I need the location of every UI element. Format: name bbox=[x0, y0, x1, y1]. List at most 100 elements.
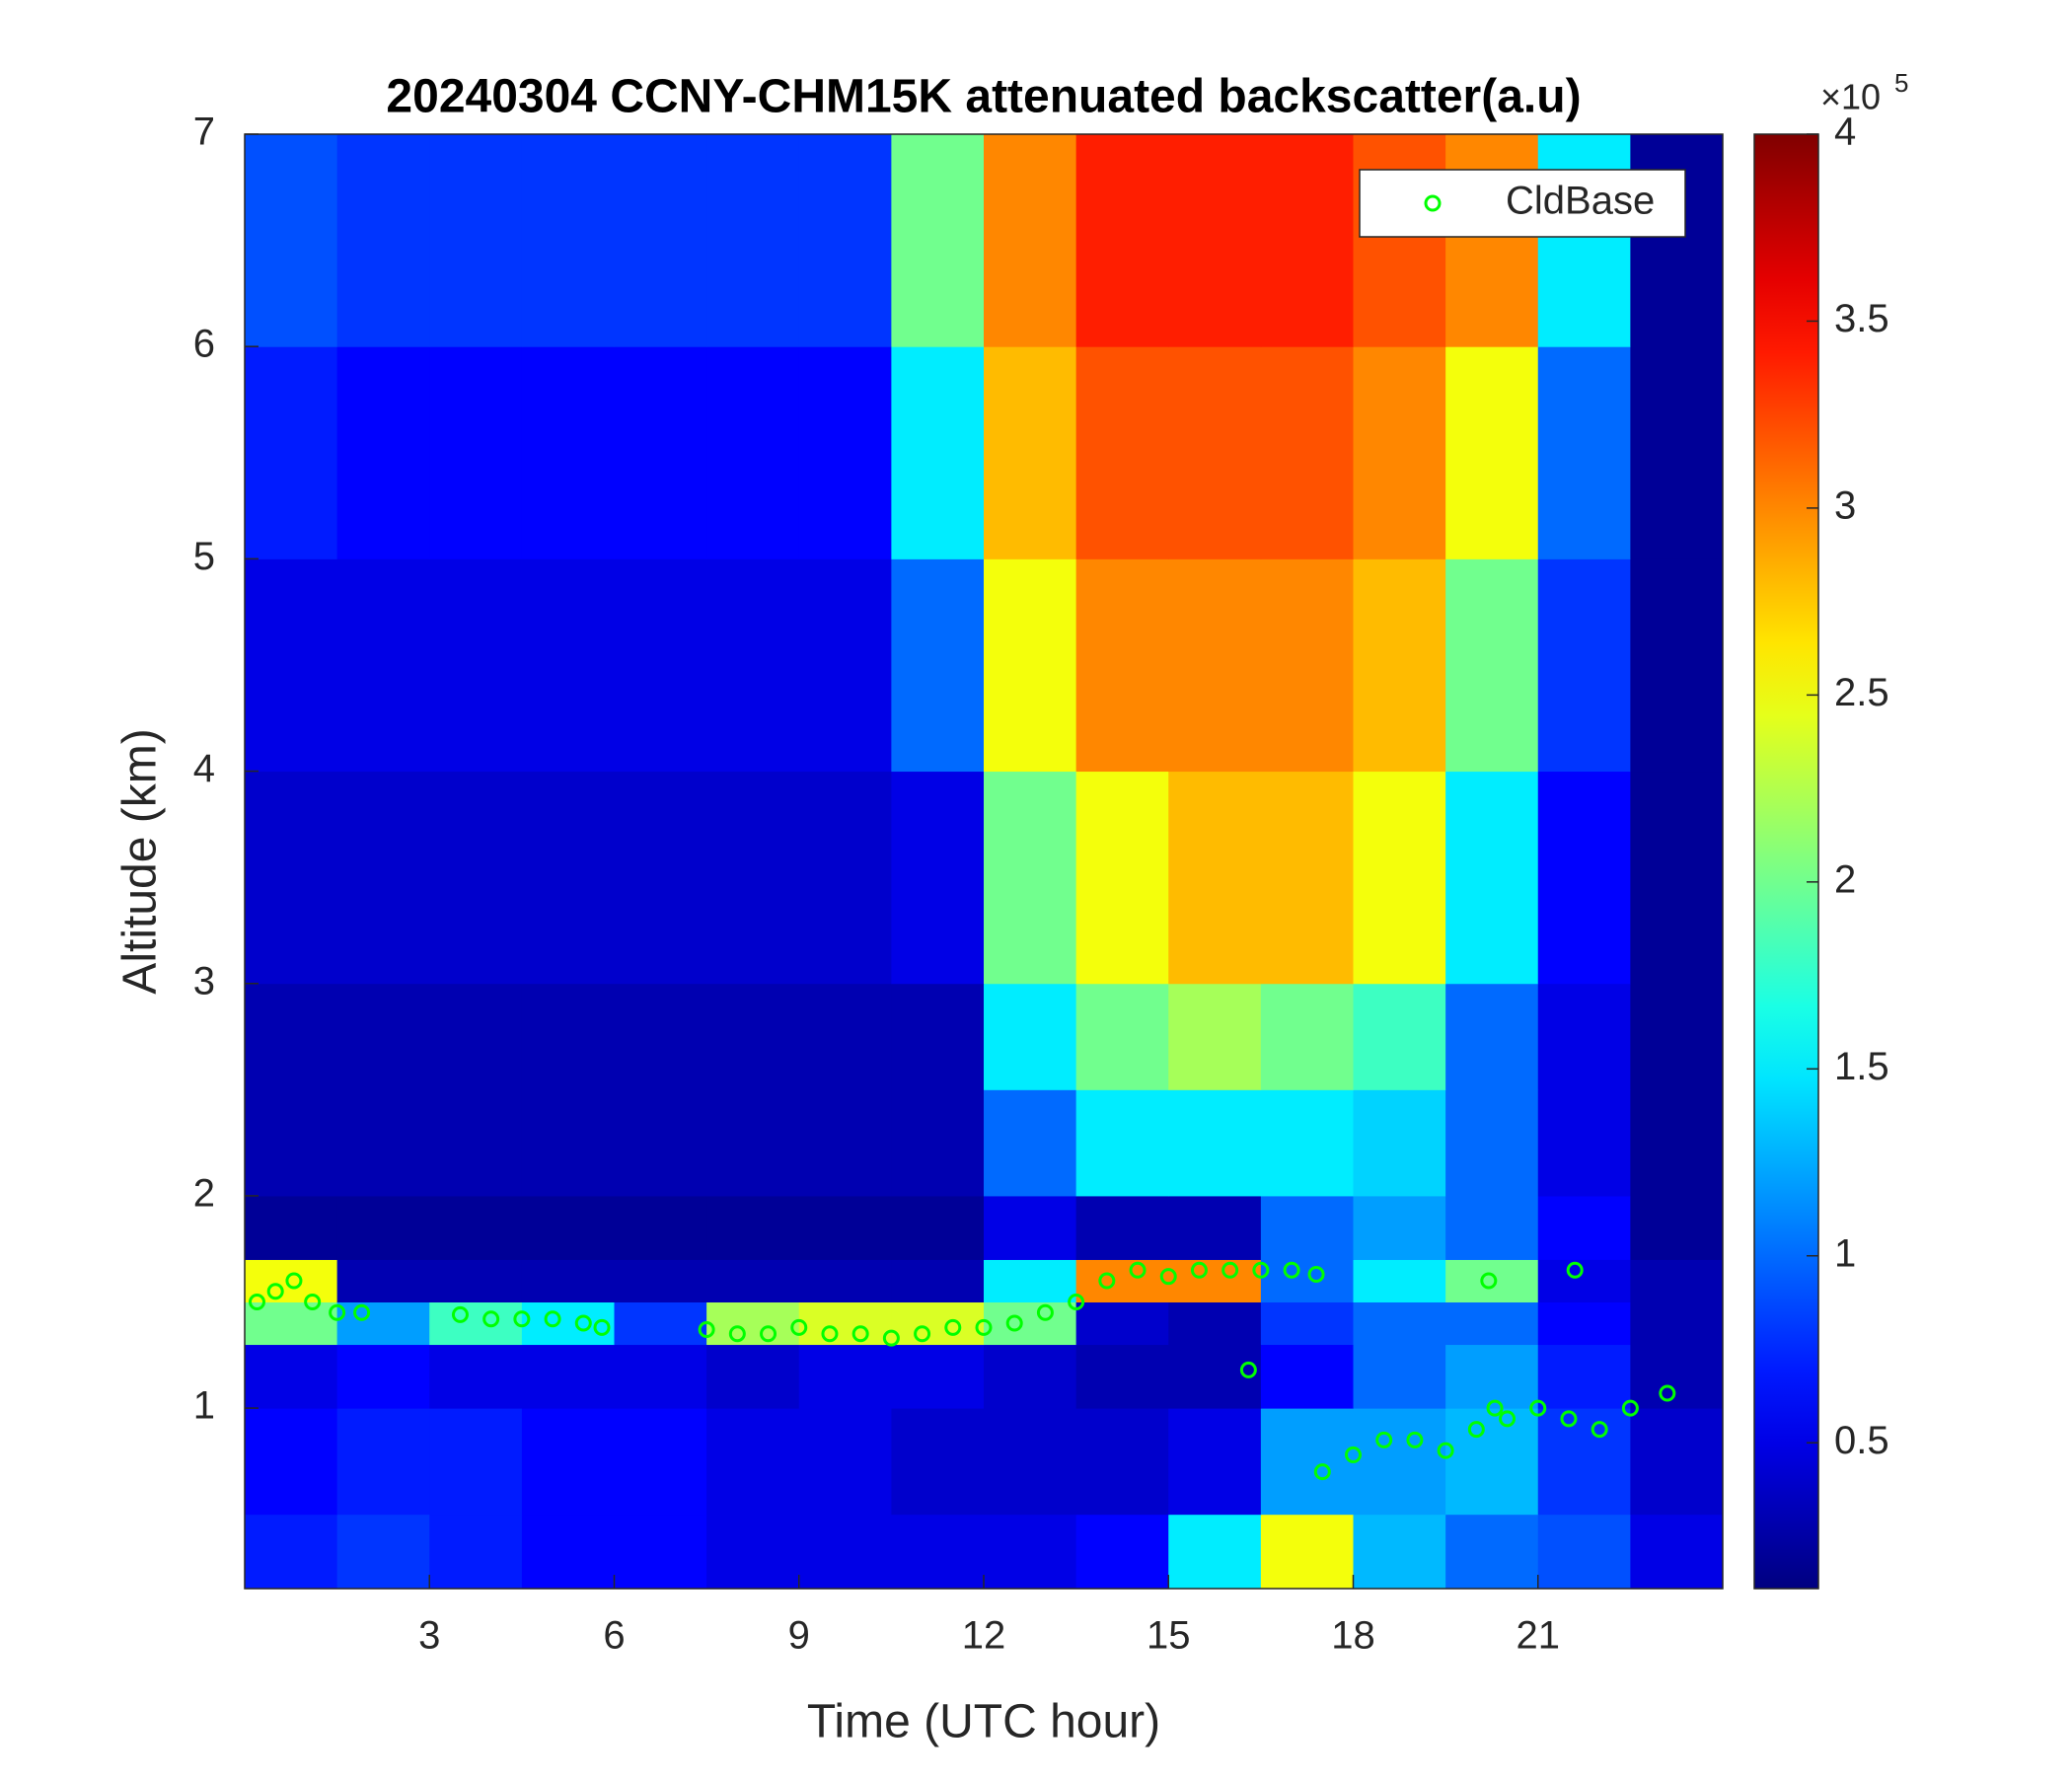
heatmap-cell bbox=[1445, 1408, 1539, 1516]
heatmap-cell bbox=[1445, 771, 1539, 985]
y-tick-label: 1 bbox=[193, 1384, 215, 1428]
heatmap-cell bbox=[984, 1301, 1077, 1346]
heatmap-cell bbox=[984, 983, 1077, 1090]
heatmap-cell bbox=[706, 346, 800, 559]
cloud-base-marker bbox=[975, 1318, 993, 1336]
heatmap-cell bbox=[706, 1259, 800, 1303]
legend-label: CldBase bbox=[1506, 180, 1655, 223]
heatmap-cell bbox=[336, 1089, 430, 1197]
cloud-base-marker bbox=[1560, 1410, 1578, 1428]
heatmap-cell bbox=[245, 983, 338, 1090]
heatmap-cell bbox=[706, 134, 800, 347]
heatmap-cell bbox=[1445, 134, 1539, 347]
cloud-base-marker bbox=[248, 1294, 265, 1311]
cloud-base-marker bbox=[329, 1303, 346, 1321]
heatmap-cell bbox=[1353, 1195, 1446, 1260]
heatmap-cell bbox=[706, 1195, 800, 1260]
heatmap-cell bbox=[429, 983, 523, 1090]
heatmap-cell bbox=[891, 558, 985, 773]
heatmap-cell bbox=[336, 1514, 430, 1590]
x-tick-label: 12 bbox=[962, 1614, 1006, 1658]
cloud-base-marker bbox=[1098, 1272, 1116, 1290]
heatmap-cell bbox=[891, 1408, 985, 1516]
heatmap-cell bbox=[336, 1301, 430, 1346]
heatmap-cell bbox=[336, 1408, 430, 1516]
cloud-base-marker bbox=[544, 1310, 561, 1328]
colorbar-tick-label: 3 bbox=[1834, 483, 1856, 527]
heatmap-cell bbox=[336, 346, 430, 559]
y-axis-label: Altitude (km) bbox=[114, 728, 167, 994]
heatmap-cell bbox=[614, 771, 707, 985]
cloud-base-marker bbox=[1486, 1399, 1504, 1417]
heatmap-cell bbox=[1075, 1408, 1169, 1516]
heatmap-cell bbox=[1537, 346, 1631, 559]
cloud-base-marker bbox=[1307, 1266, 1325, 1284]
heatmap-cell bbox=[1168, 1089, 1262, 1197]
heatmap-cell bbox=[245, 134, 338, 347]
heatmap-cell bbox=[1445, 1089, 1539, 1197]
cloud-base-marker bbox=[1283, 1261, 1300, 1279]
cloud-base-marker bbox=[1129, 1261, 1147, 1279]
heatmap-cell bbox=[1168, 1195, 1262, 1260]
heatmap-cell bbox=[336, 558, 430, 773]
heatmap-cell bbox=[798, 1089, 892, 1197]
heatmap-cell bbox=[1260, 983, 1354, 1090]
heatmap-cell bbox=[1537, 1408, 1631, 1516]
heatmap-cell bbox=[1537, 558, 1631, 773]
cloud-base-marker bbox=[593, 1318, 611, 1336]
heatmap-cell bbox=[1445, 1301, 1539, 1346]
heatmap-cell bbox=[1168, 1259, 1262, 1303]
heatmap-cell bbox=[1445, 1195, 1539, 1260]
heatmap-cell bbox=[891, 771, 985, 985]
chart-title: 20240304 CCNY-CHM15K attenuated backscat… bbox=[386, 71, 1581, 123]
x-tick-label: 18 bbox=[1331, 1614, 1375, 1658]
cloud-base-marker bbox=[266, 1283, 284, 1300]
heatmap-cell bbox=[1630, 346, 1724, 559]
heatmap-cell bbox=[891, 1259, 985, 1303]
cloud-base-marker bbox=[1345, 1446, 1362, 1463]
heatmap-cell bbox=[706, 1514, 800, 1590]
x-tick-label: 15 bbox=[1147, 1614, 1191, 1658]
y-tick-label: 6 bbox=[193, 323, 215, 366]
heatmap-cell bbox=[1075, 1195, 1169, 1260]
heatmap-cell bbox=[798, 771, 892, 985]
heatmap-cell bbox=[798, 1259, 892, 1303]
heatmap-cell bbox=[429, 1089, 523, 1197]
cloud-base-marker bbox=[1239, 1361, 1257, 1378]
heatmap-cell bbox=[706, 558, 800, 773]
heatmap-cell bbox=[984, 558, 1077, 773]
colorbar-multiplier: ×10 bbox=[1820, 77, 1881, 117]
heatmap-cell bbox=[891, 983, 985, 1090]
heatmap-cell bbox=[614, 1259, 707, 1303]
colorbar-tick-label: 0.5 bbox=[1834, 1419, 1889, 1462]
heatmap-cell bbox=[984, 1344, 1077, 1409]
heatmap-cell bbox=[1630, 1259, 1724, 1303]
legend-marker bbox=[1424, 194, 1442, 212]
heatmap-cell bbox=[1168, 771, 1262, 985]
colorbar-tick-label: 4 bbox=[1834, 111, 1856, 154]
heatmap-cell bbox=[1260, 1408, 1354, 1516]
cloud-base-marker bbox=[1529, 1399, 1547, 1417]
heatmap-cell bbox=[1537, 134, 1631, 347]
heatmap-cell bbox=[429, 134, 523, 347]
heatmap-cell bbox=[429, 771, 523, 985]
heatmap-cell bbox=[614, 1408, 707, 1516]
heatmap-cell bbox=[891, 1514, 985, 1590]
heatmap-cell bbox=[1168, 346, 1262, 559]
heatmap-cell bbox=[1537, 771, 1631, 985]
heatmap-cell bbox=[429, 1344, 523, 1409]
cloud-base-marker bbox=[1621, 1399, 1639, 1417]
heatmap-cell bbox=[984, 1408, 1077, 1516]
heatmap-cell bbox=[521, 771, 615, 985]
x-tick-label: 21 bbox=[1517, 1614, 1561, 1658]
heatmap-cell bbox=[1260, 1301, 1354, 1346]
heatmap-cell bbox=[614, 134, 707, 347]
heatmap-cell bbox=[984, 134, 1077, 347]
heatmap-cell bbox=[1353, 1259, 1446, 1303]
heatmap-cell bbox=[984, 1514, 1077, 1590]
heatmap-cell bbox=[1260, 346, 1354, 559]
heatmap-cell bbox=[1353, 134, 1446, 347]
cloud-base-marker bbox=[728, 1325, 746, 1343]
heatmap-cell bbox=[1537, 1089, 1631, 1197]
cloud-base-marker bbox=[1659, 1384, 1676, 1402]
